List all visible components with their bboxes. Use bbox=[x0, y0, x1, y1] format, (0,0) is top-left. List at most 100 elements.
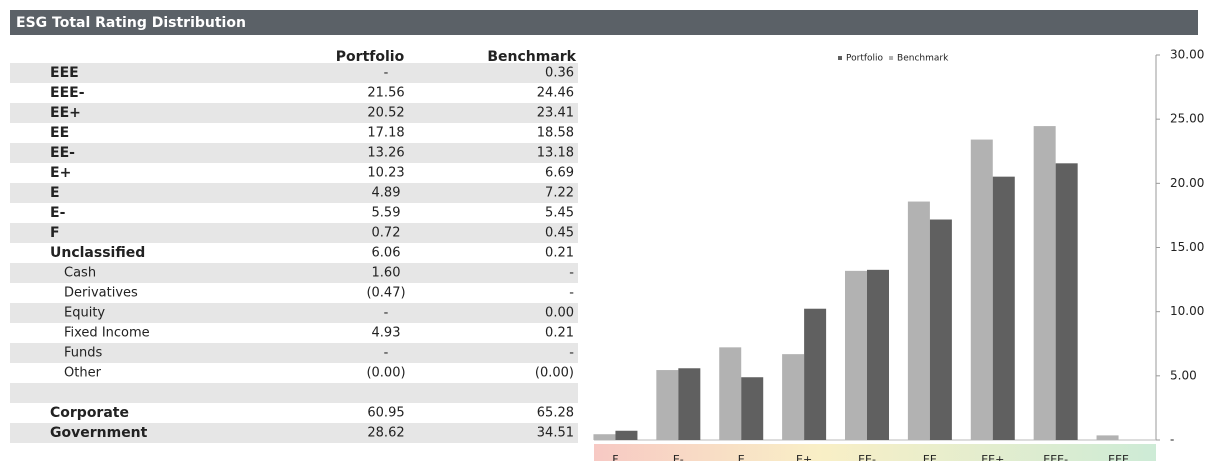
legend-label: Portfolio bbox=[846, 54, 884, 64]
column-header: Portfolio bbox=[336, 49, 405, 65]
cell: 60.95 bbox=[367, 406, 404, 421]
row-band bbox=[10, 383, 578, 403]
bar bbox=[867, 269, 889, 440]
bar bbox=[907, 201, 930, 440]
y-tick-label: 5.00 bbox=[1170, 368, 1197, 382]
cell: - bbox=[384, 66, 389, 81]
y-tick-label: 15.00 bbox=[1170, 240, 1204, 254]
bar bbox=[615, 430, 638, 440]
cell: - bbox=[384, 346, 389, 361]
row-label: Fixed Income bbox=[64, 326, 150, 341]
cell: 1.60 bbox=[372, 266, 401, 281]
y-tick-label: 20.00 bbox=[1170, 176, 1204, 190]
row-band bbox=[10, 263, 578, 283]
row-band bbox=[10, 143, 578, 163]
cell: 0.72 bbox=[372, 226, 401, 241]
y-tick-label: 30.00 bbox=[1170, 48, 1204, 62]
cell: - bbox=[569, 266, 574, 281]
bar bbox=[992, 176, 1015, 440]
cell: 6.06 bbox=[372, 246, 401, 261]
bar bbox=[1055, 163, 1078, 440]
row-label: Unclassified bbox=[50, 245, 145, 261]
x-tick-label: EE- bbox=[858, 453, 876, 461]
cell: (0.47) bbox=[366, 286, 405, 301]
cell: 4.89 bbox=[372, 186, 401, 201]
cell: 0.21 bbox=[545, 246, 574, 261]
row-label: EE- bbox=[50, 145, 75, 161]
row-label: Derivatives bbox=[64, 286, 138, 301]
bar bbox=[678, 368, 701, 440]
cell: 0.45 bbox=[545, 226, 574, 241]
bar bbox=[741, 377, 764, 440]
y-tick-label: 25.00 bbox=[1170, 112, 1204, 126]
cell: 4.93 bbox=[372, 326, 401, 341]
cell: 24.46 bbox=[537, 86, 574, 101]
cell: 20.52 bbox=[367, 106, 404, 121]
cell: 28.62 bbox=[367, 426, 404, 441]
header-title: ESG Total Rating Distribution bbox=[16, 15, 246, 31]
bar bbox=[1033, 126, 1056, 440]
rating-strip bbox=[594, 444, 1156, 461]
bar bbox=[656, 370, 679, 440]
legend-swatch bbox=[889, 56, 894, 60]
cell: 0.21 bbox=[545, 326, 574, 341]
row-band bbox=[10, 103, 578, 123]
row-band bbox=[10, 183, 578, 203]
bar bbox=[1096, 435, 1119, 440]
cell: 10.23 bbox=[367, 166, 404, 181]
row-band bbox=[10, 423, 578, 443]
bar bbox=[782, 354, 805, 440]
legend-swatch bbox=[838, 56, 842, 60]
row-label: Government bbox=[50, 425, 148, 441]
row-label: Funds bbox=[64, 346, 102, 361]
x-tick-label: EEE- bbox=[1043, 453, 1068, 461]
cell: 0.00 bbox=[545, 306, 574, 321]
row-label: EE+ bbox=[50, 105, 81, 121]
row-label: E bbox=[50, 185, 60, 201]
bar bbox=[804, 308, 827, 440]
bar bbox=[593, 434, 616, 440]
cell: (0.00) bbox=[535, 366, 574, 381]
cell: 5.59 bbox=[372, 206, 401, 221]
x-tick-label: F bbox=[612, 453, 618, 461]
cell: 34.51 bbox=[537, 426, 574, 441]
row-band bbox=[10, 343, 578, 363]
cell: - bbox=[569, 346, 574, 361]
cell: - bbox=[384, 306, 389, 321]
column-header: Benchmark bbox=[487, 49, 576, 65]
row-label: Cash bbox=[64, 266, 96, 281]
cell: (0.00) bbox=[366, 366, 405, 381]
row-label: EEE- bbox=[50, 85, 85, 101]
cell: 18.58 bbox=[537, 126, 574, 141]
cell: 6.69 bbox=[545, 166, 574, 181]
row-band bbox=[10, 223, 578, 243]
x-tick-label: E+ bbox=[796, 453, 812, 461]
y-tick-label: 10.00 bbox=[1170, 304, 1204, 318]
row-label: EE bbox=[50, 125, 69, 141]
row-label: E+ bbox=[50, 165, 71, 181]
x-tick-label: EE+ bbox=[981, 453, 1004, 461]
row-label: Corporate bbox=[50, 405, 129, 421]
row-label: EEE bbox=[50, 65, 79, 81]
x-tick-label: E- bbox=[673, 453, 684, 461]
cell: 23.41 bbox=[537, 106, 574, 121]
cell: 0.36 bbox=[545, 66, 574, 81]
bar bbox=[845, 270, 867, 440]
cell: - bbox=[569, 286, 574, 301]
bar bbox=[719, 347, 742, 440]
row-label: E- bbox=[50, 205, 66, 221]
cell: 65.28 bbox=[537, 406, 574, 421]
header-bar bbox=[10, 10, 1198, 35]
cell: 7.22 bbox=[545, 186, 574, 201]
cell: 13.18 bbox=[537, 146, 574, 161]
x-tick-label: EE bbox=[923, 453, 937, 461]
row-band bbox=[10, 303, 578, 323]
bar bbox=[929, 219, 952, 440]
cell: 13.26 bbox=[367, 146, 404, 161]
row-label: Equity bbox=[64, 306, 105, 321]
row-label: Other bbox=[64, 366, 102, 381]
cell: 17.18 bbox=[367, 126, 404, 141]
